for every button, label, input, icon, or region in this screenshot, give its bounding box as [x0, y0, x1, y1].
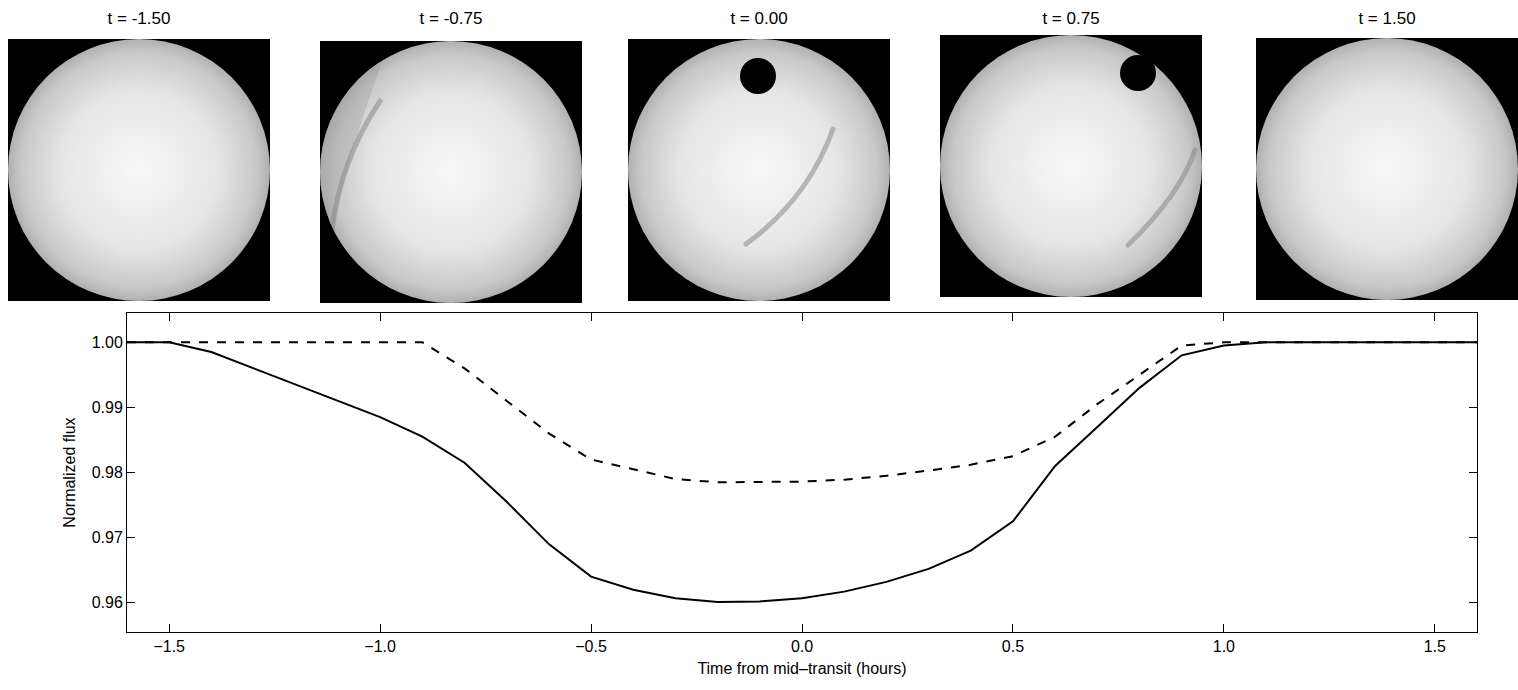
svg-text:1.5: 1.5: [1424, 638, 1446, 655]
svg-text:t = 1.50: t = 1.50: [1358, 9, 1415, 28]
svg-text:0.0: 0.0: [791, 638, 813, 655]
svg-text:−1.5: −1.5: [153, 638, 185, 655]
svg-text:t = -1.50: t = -1.50: [108, 9, 171, 28]
svg-text:t = -0.75: t = -0.75: [420, 9, 483, 28]
svg-text:1.0: 1.0: [1213, 638, 1235, 655]
svg-text:1.00: 1.00: [92, 334, 123, 351]
svg-text:0.96: 0.96: [92, 594, 123, 611]
svg-text:t = 0.00: t = 0.00: [730, 9, 787, 28]
svg-text:Time from mid–transit (hours): Time from mid–transit (hours): [697, 660, 906, 677]
svg-text:0.98: 0.98: [92, 464, 123, 481]
svg-text:0.5: 0.5: [1002, 638, 1024, 655]
svg-text:Normalized flux: Normalized flux: [61, 417, 78, 527]
svg-text:t = 0.75: t = 0.75: [1042, 9, 1099, 28]
svg-text:−1.0: −1.0: [364, 638, 396, 655]
svg-text:−0.5: −0.5: [575, 638, 607, 655]
svg-text:0.97: 0.97: [92, 529, 123, 546]
svg-text:0.99: 0.99: [92, 399, 123, 416]
